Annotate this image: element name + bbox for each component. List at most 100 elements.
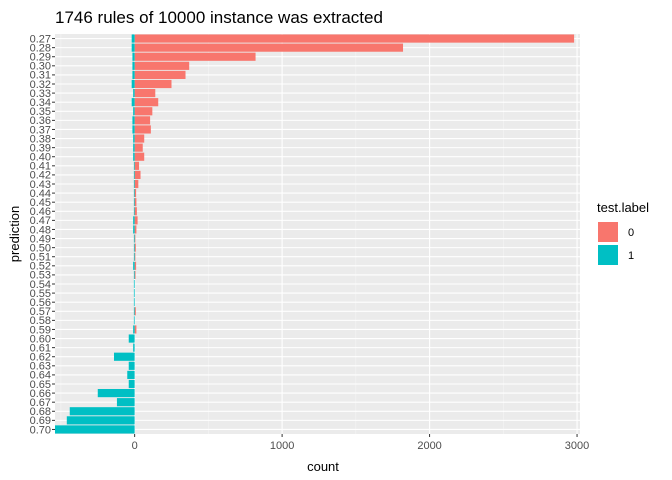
y-tick-label: 0.68 (30, 406, 51, 418)
legend-key-1 (598, 245, 618, 265)
y-tick-label: 0.56 (30, 297, 51, 309)
bar-series-1 (132, 61, 135, 70)
bar-series-1 (66, 416, 135, 425)
y-tick-label: 0.31 (30, 70, 51, 82)
bar-series-1 (97, 389, 135, 398)
bar-series-0 (134, 243, 136, 252)
legend-title: test.label (597, 200, 649, 215)
bar-series-1 (132, 125, 135, 134)
y-tick-label: 0.60 (30, 333, 51, 345)
x-tick-label: 1000 (270, 440, 294, 452)
y-tick-label: 0.36 (30, 115, 51, 127)
bar-series-1 (133, 343, 135, 352)
y-tick-label: 0.64 (30, 370, 51, 382)
y-tick-label: 0.58 (30, 315, 51, 327)
y-tick-label: 0.47 (30, 215, 51, 227)
bar-series-1 (131, 43, 135, 52)
bar-series-1 (133, 261, 135, 270)
bar-series-1 (132, 70, 135, 79)
y-tick-label: 0.40 (30, 152, 51, 164)
bar-series-1 (133, 243, 135, 252)
y-tick-label: 0.39 (30, 142, 51, 154)
bar-series-1 (133, 316, 135, 325)
y-tick-label: 0.51 (30, 252, 51, 264)
bar-series-0 (134, 252, 136, 261)
y-tick-label: 0.54 (30, 279, 51, 291)
bar-series-1 (131, 34, 135, 43)
bar-series-0 (134, 207, 137, 216)
x-tick-label: 2000 (417, 440, 441, 452)
x-axis-title: count (307, 459, 339, 474)
bar-series-1 (133, 179, 135, 189)
y-tick-label: 0.30 (30, 61, 51, 73)
bar-series-0 (134, 70, 186, 79)
bar-series-1 (133, 225, 135, 234)
bar-series-1 (116, 398, 135, 407)
bar-series-1 (133, 298, 135, 307)
x-tick-label: 0 (132, 440, 138, 452)
bar-series-1 (133, 279, 135, 289)
y-tick-label: 0.43 (30, 179, 51, 191)
bar-series-1 (133, 107, 135, 116)
bar-series-0 (134, 34, 575, 43)
y-tick-label: 0.67 (30, 397, 51, 409)
bar-series-1 (127, 370, 135, 379)
bar-series-0 (134, 125, 151, 134)
bar-series-0 (134, 325, 137, 334)
y-tick-label: 0.69 (30, 415, 51, 427)
y-tick-label: 0.48 (30, 224, 51, 236)
bar-series-0 (134, 61, 190, 70)
chart-title: 1746 rules of 10000 instance was extract… (55, 8, 383, 27)
y-tick-label: 0.37 (30, 124, 51, 136)
y-tick-label: 0.34 (30, 97, 51, 109)
legend-key-0 (598, 222, 618, 242)
bar-series-1 (133, 170, 135, 179)
bar-series-1 (133, 134, 135, 143)
x-tick-label: 3000 (565, 440, 589, 452)
y-tick-label: 0.63 (30, 361, 51, 373)
bar-series-0 (134, 52, 256, 61)
bar-series-0 (134, 261, 137, 270)
bar-series-1 (133, 152, 135, 161)
y-tick-label: 0.45 (30, 197, 51, 209)
y-tick-label: 0.29 (30, 52, 51, 64)
bar-series-1 (128, 379, 135, 389)
bar-series-0 (134, 270, 136, 279)
bar-series-0 (134, 89, 156, 98)
y-tick-label: 0.61 (30, 342, 51, 354)
bar-series-0 (134, 98, 159, 107)
bar-series-1 (133, 270, 135, 279)
y-axis-ticks: 0.270.280.290.300.310.320.330.340.350.36… (30, 33, 55, 436)
bar-series-0 (134, 189, 137, 198)
y-tick-label: 0.32 (30, 79, 51, 91)
y-tick-label: 0.55 (30, 288, 51, 300)
y-tick-label: 0.52 (30, 261, 51, 273)
y-tick-label: 0.28 (30, 42, 51, 54)
bar-series-1 (132, 52, 135, 61)
bar-series-0 (134, 179, 139, 189)
y-tick-label: 0.44 (30, 188, 51, 200)
bar-series-1 (133, 189, 135, 198)
y-tick-label: 0.49 (30, 233, 51, 245)
y-tick-label: 0.35 (30, 106, 51, 118)
bar-series-1 (55, 425, 135, 434)
minor-gridlines (60, 34, 504, 434)
legend: test.label 0 1 (597, 200, 649, 265)
bar-series-1 (131, 98, 135, 107)
bar-series-0 (134, 152, 145, 161)
y-tick-label: 0.50 (30, 242, 51, 254)
legend-label: 1 (628, 250, 634, 262)
bar-series-1 (133, 325, 135, 334)
bar-series-0 (134, 198, 137, 207)
bar-series-1 (113, 352, 135, 361)
bar-series-0 (134, 43, 404, 52)
y-tick-label: 0.46 (30, 206, 51, 218)
y-tick-label: 0.65 (30, 379, 51, 391)
y-tick-label: 0.57 (30, 306, 51, 318)
bar-series-1 (133, 89, 135, 98)
bar-series-0 (134, 170, 141, 179)
bar-series-0 (134, 225, 137, 234)
y-tick-label: 0.27 (30, 33, 51, 45)
y-tick-label: 0.53 (30, 270, 51, 282)
